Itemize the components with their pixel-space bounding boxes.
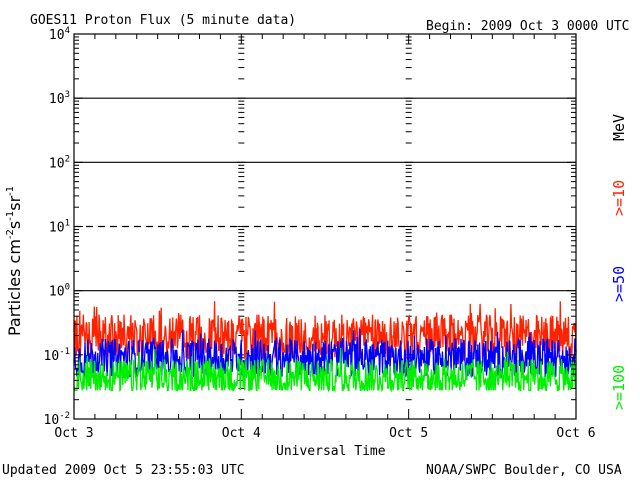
y-tick-label: 103	[49, 90, 70, 107]
y-axis-label: Particles cm-2s-1sr-1	[5, 186, 24, 336]
x-axis-label: Universal Time	[276, 444, 386, 459]
x-tick-label: Oct 3	[54, 426, 93, 441]
y-tick-label: 10-1	[44, 347, 71, 364]
y-tick-label: 102	[49, 154, 70, 171]
series-line	[73, 328, 577, 379]
legend-entry: >=10	[610, 180, 628, 216]
x-axis-ticks: Oct 3 Oct 4 Oct 5 Oct 6	[54, 34, 596, 441]
y-tick-label: 10-2	[44, 411, 71, 428]
y-axis-ticks: 104 103 102 101 100 10-1 10-2	[44, 26, 576, 428]
legend-unit: MeV	[610, 114, 628, 141]
legend-entry: >=50	[610, 266, 628, 302]
footer-updated: Updated 2009 Oct 5 23:55:03 UTC	[2, 463, 245, 478]
series-layer	[73, 301, 577, 393]
legend: MeV >=10 >=50 >=100	[610, 114, 628, 410]
chart-title: GOES11 Proton Flux (5 minute data)	[30, 13, 296, 28]
y-tick-label: 104	[49, 26, 70, 43]
series-line	[73, 347, 577, 393]
x-tick-label: Oct 5	[389, 426, 428, 441]
x-tick-label: Oct 6	[556, 426, 595, 441]
footer-credit: NOAA/SWPC Boulder, CO USA	[426, 463, 622, 478]
y-tick-label: 100	[49, 283, 70, 300]
x-tick-label: Oct 4	[222, 426, 261, 441]
begin-label: Begin: 2009 Oct 3 0000 UTC	[426, 19, 630, 34]
legend-entry: >=100	[610, 365, 628, 410]
y-tick-label: 101	[49, 219, 70, 236]
